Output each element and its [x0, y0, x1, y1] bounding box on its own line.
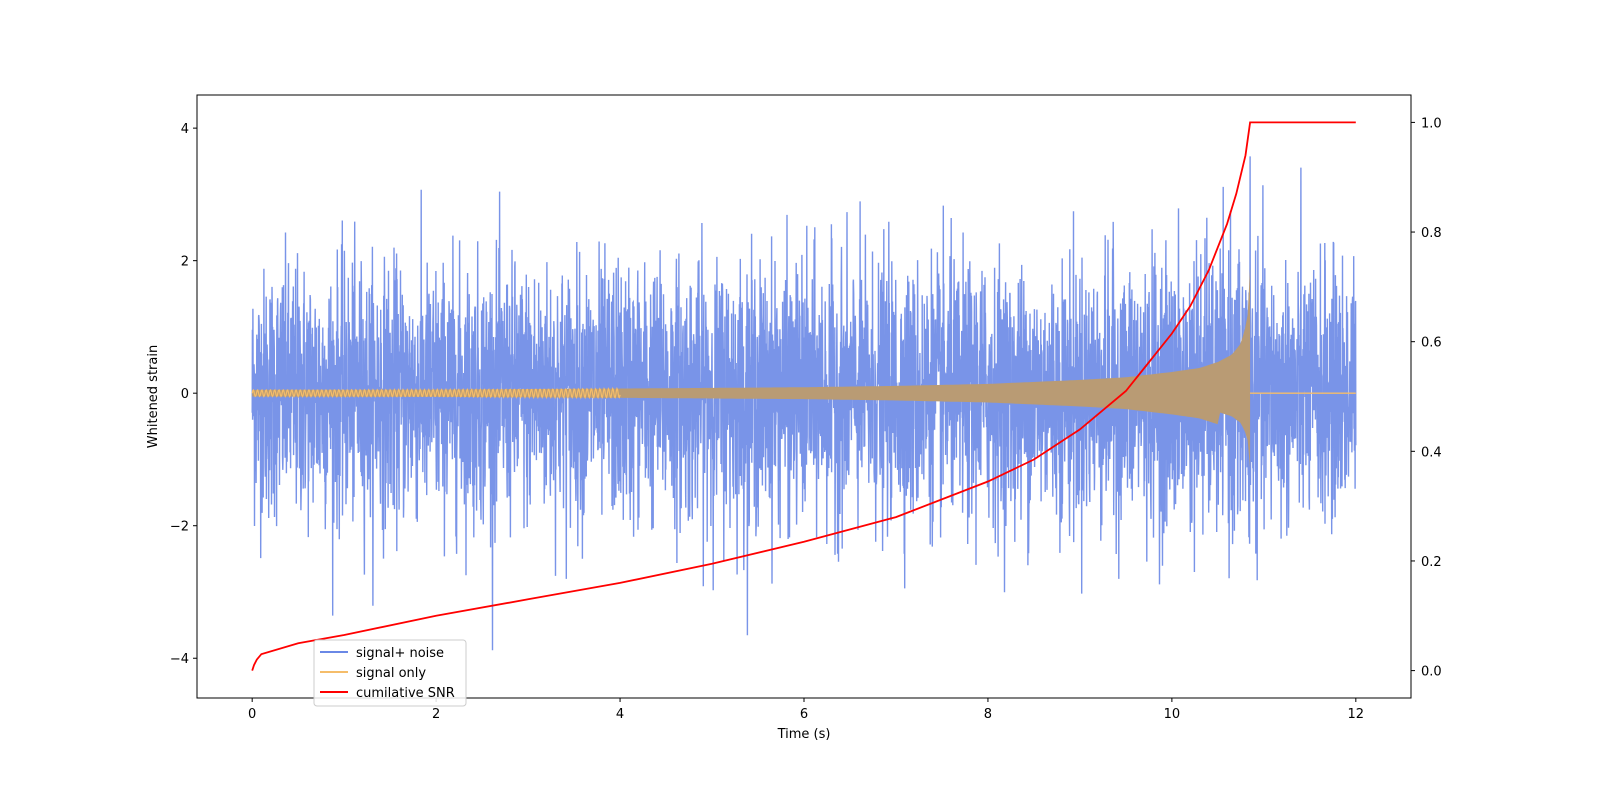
x-tick-label: 4	[616, 707, 624, 722]
x-tick-label: 8	[984, 707, 992, 722]
y-tick-label: 2	[181, 255, 189, 270]
signal-series-layer	[251, 267, 1356, 469]
y-tick-label: −2	[170, 520, 189, 535]
x-tick-label: 12	[1348, 707, 1365, 722]
legend-entry-label: cumilative SNR	[356, 686, 455, 701]
y-axis-left: −4 −2 0 2 4	[170, 122, 197, 667]
signal-plus-noise-line	[251, 156, 1357, 651]
x-axis-label: Time (s)	[777, 727, 831, 742]
y-tick-label: 0	[181, 387, 189, 402]
x-tick-label: 0	[248, 707, 256, 722]
legend-entry-label: signal+ noise	[356, 646, 444, 661]
y2-tick-label: 1.0	[1421, 116, 1442, 131]
signal-only-line	[251, 386, 621, 400]
snr-series-layer	[251, 121, 1356, 671]
y2-tick-label: 0.8	[1421, 226, 1442, 241]
legend-box	[313, 639, 467, 707]
y-tick-label: 4	[181, 122, 189, 137]
y-tick-label: −4	[170, 652, 189, 667]
x-tick-label: 10	[1164, 707, 1181, 722]
y2-tick-label: 0.6	[1421, 336, 1442, 351]
noise-series-layer	[251, 156, 1357, 651]
y-axis-label: Whitened strain	[146, 345, 161, 448]
x-tick-label: 6	[800, 707, 808, 722]
y2-tick-label: 0.2	[1421, 555, 1442, 570]
cumulative-snr-line	[251, 121, 1356, 671]
x-axis: 0 2 4 6 8 10 12	[248, 698, 1364, 722]
y2-tick-label: 0.4	[1421, 445, 1442, 460]
x-tick-label: 2	[432, 707, 440, 722]
y2-tick-label: 0.0	[1421, 665, 1442, 680]
legend: signal+ noise signal only cumilative SNR	[313, 639, 467, 707]
legend-entry-label: signal only	[356, 666, 426, 681]
y-axis-right: 0.0 0.2 0.4 0.6 0.8 1.0	[1411, 116, 1442, 680]
